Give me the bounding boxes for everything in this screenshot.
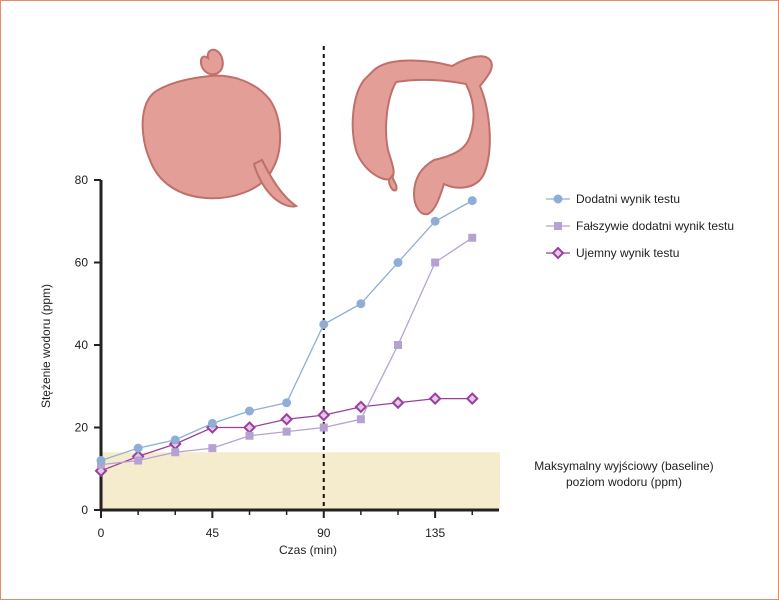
data-point-series-1 (430, 216, 440, 226)
data-point-series-1 (356, 299, 366, 309)
data-point-series-1 (467, 196, 477, 206)
data-point-series-1 (96, 456, 106, 465)
data-point-series-1 (393, 258, 403, 267)
data-point-series-3 (280, 412, 294, 426)
y-axis-label: Stężenie wodoru (ppm) (39, 284, 53, 408)
y-tick-label: 80 (75, 173, 89, 187)
baseline-band (101, 452, 500, 510)
x-tick-label: 90 (317, 526, 331, 540)
data-point-series-3 (317, 408, 331, 422)
data-point-series-2 (468, 233, 477, 242)
data-point-series-1 (170, 435, 180, 445)
data-point-series-3 (243, 421, 256, 434)
data-point-series-3 (465, 392, 479, 406)
data-point-series-2 (208, 444, 217, 453)
x-tick-label: 0 (98, 526, 105, 540)
x-tick-label: 45 (206, 526, 220, 540)
legend-marker (553, 194, 563, 204)
data-point-series-1 (133, 443, 143, 453)
data-point-series-2 (282, 427, 291, 436)
baseline-band-label: Maksymalny wyjściowy (baseline) (534, 459, 713, 473)
axes: 0 20 40 60 80 0 45 90 135 (75, 173, 499, 540)
baseline-band-label-unit: poziom wodoru (ppm) (566, 475, 682, 489)
data-point-series-3 (391, 396, 405, 410)
y-tick-label: 40 (75, 338, 89, 352)
data-point-series-3 (428, 392, 442, 406)
y-tick-label: 20 (75, 421, 89, 435)
data-point-series-2 (319, 423, 328, 432)
y-tick-label: 60 (75, 256, 89, 270)
data-point-series-3 (354, 400, 368, 414)
legend-label: Dodatni wynik testu (576, 192, 680, 206)
data-point-series-1 (207, 418, 217, 428)
legend-label: Ujemny wynik testu (576, 246, 679, 260)
small-intestine-icon (141, 48, 299, 208)
x-axis-label: Czas (min) (279, 543, 337, 557)
data-point-series-2 (134, 456, 143, 465)
x-tick-label: 135 (425, 526, 445, 540)
data-point-series-2 (245, 431, 254, 440)
series-layer (94, 196, 479, 478)
large-intestine-icon (351, 55, 493, 216)
data-point-series-1 (245, 406, 254, 416)
legend-marker (551, 246, 565, 260)
data-point-series-2 (356, 415, 365, 424)
data-point-series-2 (394, 341, 402, 349)
legend-label: Fałszywie dodatni wynik testu (576, 219, 734, 233)
data-point-series-1 (282, 398, 292, 408)
legend: Dodatni wynik testu Fałszywie dodatni wyn… (546, 192, 734, 260)
data-point-series-1 (319, 319, 329, 329)
y-tick-label: 0 (81, 503, 88, 517)
legend-marker (554, 222, 562, 230)
data-point-series-2 (171, 448, 180, 457)
data-point-series-2 (431, 258, 440, 267)
